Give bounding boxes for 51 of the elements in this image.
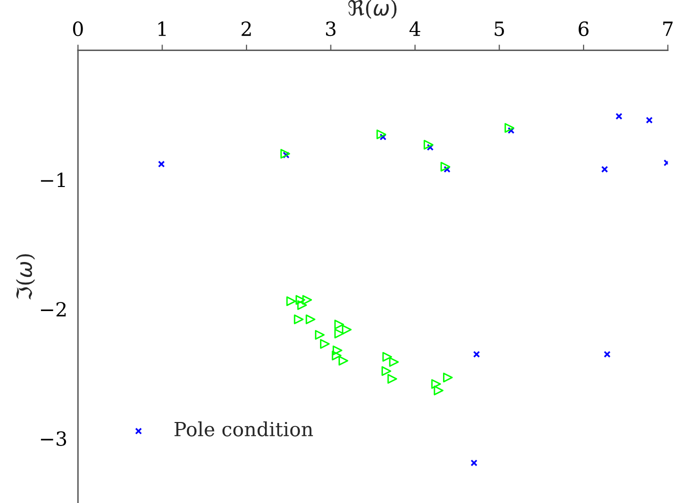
point bbox=[424, 140, 434, 150]
point bbox=[470, 459, 478, 466]
point bbox=[473, 350, 480, 358]
point bbox=[280, 148, 290, 159]
legend-label: Pole condition bbox=[174, 421, 313, 436]
point bbox=[389, 357, 399, 367]
point bbox=[604, 350, 611, 358]
point bbox=[387, 374, 398, 384]
y-tick-label: −1 bbox=[40, 172, 65, 188]
point bbox=[431, 379, 441, 389]
point bbox=[434, 386, 444, 396]
x-tick-label: 1 bbox=[158, 21, 166, 36]
x-tick-label: 4 bbox=[409, 21, 420, 36]
point bbox=[320, 339, 330, 349]
x-tick-label: 6 bbox=[578, 21, 589, 36]
point bbox=[601, 166, 608, 173]
point bbox=[314, 330, 325, 340]
point bbox=[294, 314, 304, 324]
point bbox=[297, 300, 307, 310]
x-tick-label: 0 bbox=[73, 21, 83, 36]
x-tick-label: 3 bbox=[326, 21, 336, 36]
point bbox=[443, 372, 453, 382]
point bbox=[508, 127, 515, 134]
point bbox=[504, 123, 514, 133]
point bbox=[306, 314, 316, 324]
point bbox=[282, 152, 290, 158]
point bbox=[440, 162, 450, 172]
point bbox=[382, 366, 392, 376]
point bbox=[334, 320, 344, 330]
point bbox=[332, 350, 342, 360]
point bbox=[616, 112, 622, 120]
point bbox=[444, 166, 450, 173]
point bbox=[302, 295, 312, 305]
x-axis-title: ℜ(ω) bbox=[348, 0, 396, 19]
point bbox=[646, 116, 653, 124]
x-tick-label: 5 bbox=[494, 22, 504, 36]
y-tick-label: −2 bbox=[40, 302, 66, 316]
point bbox=[158, 160, 165, 168]
point bbox=[334, 328, 344, 338]
point bbox=[296, 295, 306, 305]
point bbox=[426, 144, 434, 151]
point bbox=[382, 352, 392, 362]
point bbox=[286, 296, 296, 306]
point bbox=[376, 130, 386, 140]
y-tick-label: −3 bbox=[40, 431, 66, 446]
point bbox=[342, 324, 352, 335]
point bbox=[338, 356, 348, 366]
y-axis-title: ℑ(ω) bbox=[16, 254, 36, 300]
x-tick-label: 2 bbox=[242, 21, 251, 36]
x-tick-label: 7 bbox=[663, 22, 673, 36]
point bbox=[332, 346, 342, 356]
